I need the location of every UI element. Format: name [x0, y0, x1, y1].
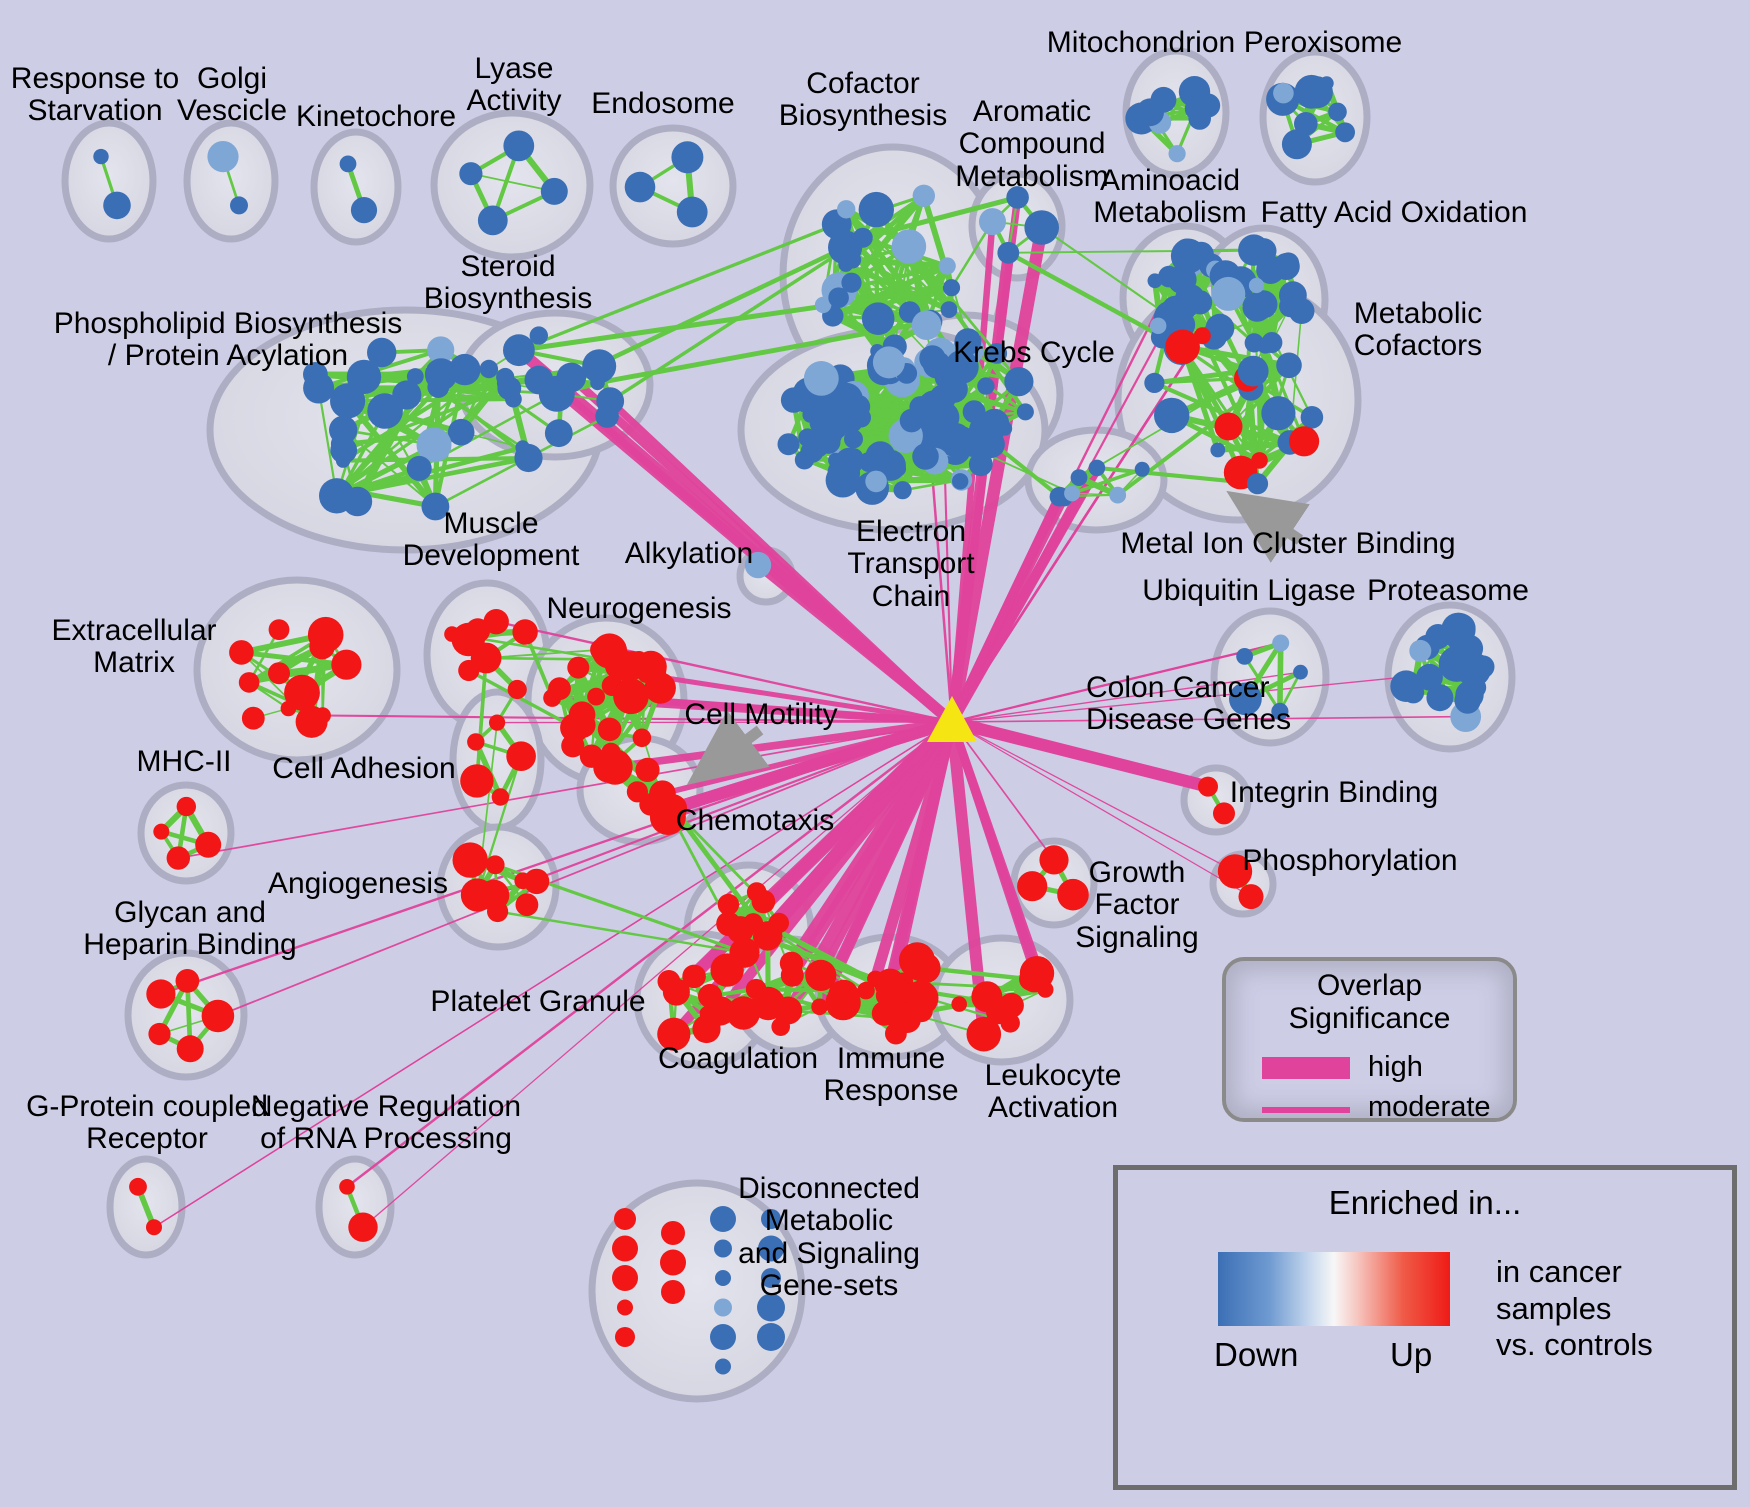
cluster-nodes-negative-regulation-of-rna-processing: [339, 1179, 378, 1242]
cluster-nodes-cell-motility: [593, 749, 688, 835]
cluster-nodes-response-to-starvation: [93, 148, 131, 220]
enrichment-up-label: Up: [1390, 1336, 1433, 1373]
cluster-nodes-growth-factor-signaling: [1017, 845, 1089, 911]
cluster-bubble-disconnected-metabolic-and-signaling-gene-sets: [588, 1179, 806, 1403]
overlap-significance-legend: Overlap Significance high moderate: [1222, 957, 1517, 1123]
overlap-high-label: high: [1368, 1051, 1423, 1083]
enrichment-gradient-bar: [1218, 1252, 1450, 1326]
enrichment-down-label: Down: [1214, 1336, 1299, 1373]
cluster-nodes-mhc-ii: [153, 796, 222, 870]
cluster-nodes-ubiquitin-ligase: [1229, 634, 1308, 721]
cluster-nodes-chemotaxis: [716, 882, 789, 968]
hub-node-layer: [927, 696, 977, 742]
cluster-nodes-lyase-activity: [459, 130, 568, 236]
cluster-nodes-mitochondrion: [1125, 76, 1221, 163]
hub-edges-layer: [153, 196, 1466, 1228]
cluster-nodes-neurogenesis: [543, 633, 676, 768]
cluster-nodes-leukocyte-activation: [951, 956, 1055, 1052]
cluster-nodes-aromatic-compound-metabolism: [979, 186, 1059, 264]
cluster-nodes-immune-response: [825, 942, 941, 1045]
cluster-nodes-g-protein-coupled-receptor: [129, 1177, 162, 1236]
cluster-nodes-glycan-and-heparin-binding: [146, 969, 235, 1063]
cluster-nodes-cofactor-biosynthesis: [814, 184, 961, 359]
enrichment-note: in cancer samples vs. controls: [1496, 1254, 1653, 1363]
cluster-nodes-endosome: [624, 141, 708, 228]
cluster-nodes-muscle-development: [444, 609, 538, 700]
cluster-nodes-extracellular-matrix: [229, 616, 362, 738]
cluster-nodes-coagulation: [745, 951, 837, 1036]
cluster-nodes-integrin-binding: [1198, 776, 1235, 825]
cell-motility-arrow: [686, 710, 770, 785]
annotation-arrows-layer: [686, 490, 1310, 785]
cluster-bubble-lyase-activity: [430, 109, 594, 261]
cluster-nodes-layer: [93, 74, 1495, 1375]
enrichment-legend: Enriched in... Down Up in cancer samples…: [1113, 1165, 1737, 1490]
enrichment-legend-title: Enriched in...: [1328, 1184, 1522, 1221]
hub-triangle: [927, 696, 977, 742]
cluster-nodes-proteasome: [1390, 612, 1495, 732]
cluster-nodes-metal-ion-cluster-binding: [1049, 459, 1150, 507]
overlap-moderate-label: moderate: [1368, 1091, 1491, 1123]
hub-edges: [153, 196, 1466, 1228]
cluster-nodes-alkylation: [744, 551, 772, 579]
cluster-nodes-metabolic-cofactors: [1144, 327, 1324, 495]
cluster-nodes-phospholipid-biosynthesis-protein-acylation: [303, 336, 543, 521]
cluster-nodes-golgi-vescicle: [207, 141, 248, 215]
metal-ion-cluster-binding-arrow: [1226, 490, 1310, 563]
overlap-high-swatch: [1262, 1057, 1350, 1079]
overlap-legend-title: Overlap Significance: [1288, 969, 1451, 1035]
cluster-nodes-cell-adhesion: [460, 714, 536, 806]
cluster-nodes-electron-transport-chain: [777, 346, 1010, 505]
cluster-nodes-kinetochore: [339, 155, 378, 224]
cluster-nodes-peroxisome: [1266, 74, 1355, 160]
cluster-nodes-steroid-biosynthesis: [496, 326, 625, 448]
overlap-moderate-swatch: [1262, 1107, 1350, 1113]
cluster-nodes-disconnected-metabolic-and-signaling-gene-sets: [612, 1206, 785, 1375]
cluster-nodes-phosphorylation: [1217, 854, 1264, 910]
cluster-nodes-angiogenesis: [452, 842, 550, 923]
